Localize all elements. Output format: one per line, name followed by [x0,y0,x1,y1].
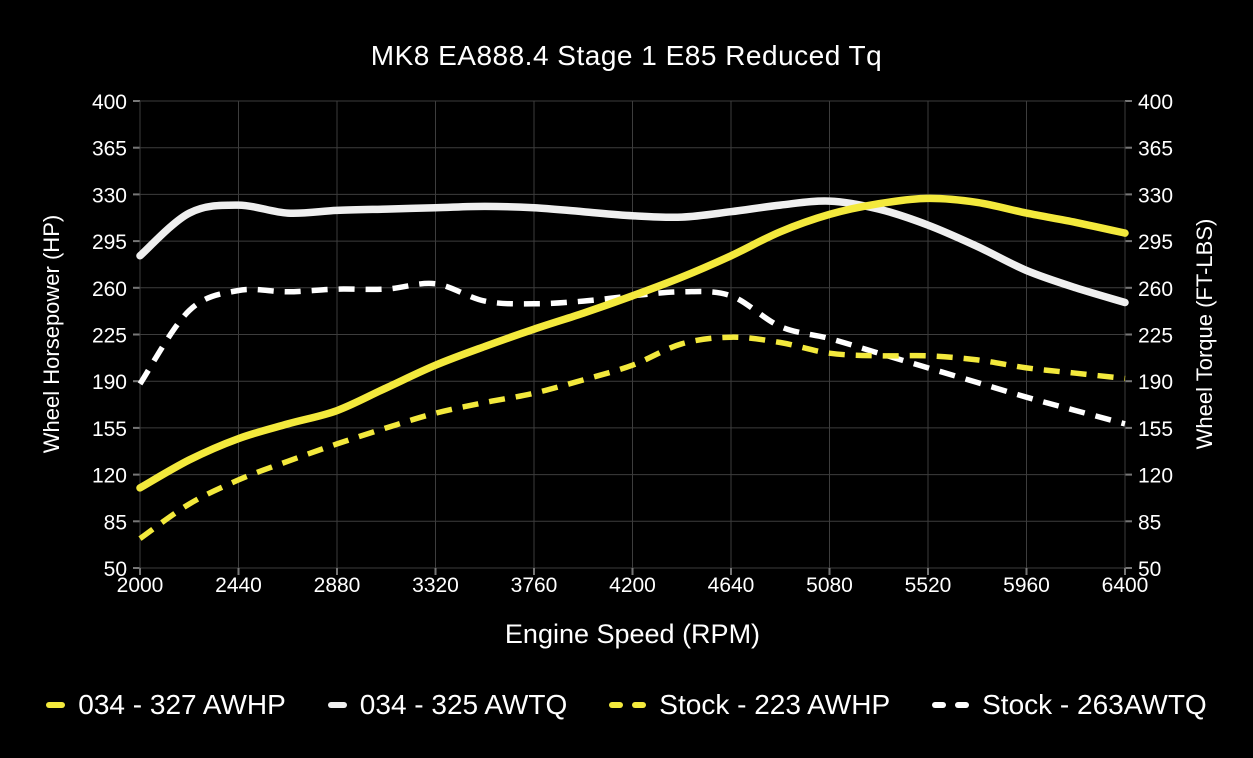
legend-dash [632,702,647,708]
x-tick-label: 5960 [1003,574,1050,597]
y-tick-label-right: 260 [1138,278,1173,301]
y-tick-label-left: 330 [92,184,127,207]
y-tick-label-left: 225 [92,325,127,348]
series-line-034-325-awtq [136,197,1129,307]
y-tick-label-left: 365 [92,138,127,161]
legend-label-stock-awtq: Stock - 263AWTQ [982,689,1207,720]
y-tick-label-right: 190 [1138,371,1173,394]
y-tick-label-left: 155 [92,418,127,441]
legend-dash [609,702,624,708]
y-tick-label-left: 120 [92,465,127,488]
x-tick-label: 5520 [905,574,952,597]
series-line-stock-223-awhp [138,334,1126,541]
x-tick-label: 4640 [708,574,755,597]
y-tick-label-right: 225 [1138,325,1173,348]
y-tick-label-right: 330 [1138,184,1173,207]
y-tick-label-right: 120 [1138,465,1173,488]
x-tick-label: 2880 [314,574,361,597]
y-axis-title-torque: Wheel Torque (FT-LBS) [1192,218,1217,450]
y-tick-label-left: 400 [92,91,127,114]
y-tick-label-right: 85 [1138,511,1161,534]
x-axis-title-rpm: Engine Speed (RPM) [504,619,761,649]
legend-marker-solid-white-line [327,702,347,708]
legend-label-stock-awhp: Stock - 223 AWHP [659,689,891,720]
chart-title: MK8 EA888.4 Stage 1 E85 Reduced Tq [370,40,883,71]
y-tick-label-left: 190 [92,371,127,394]
y-tick-label-left: 260 [92,278,127,301]
x-tick-label: 6400 [1102,574,1149,597]
legend-marker-dashed-yellow-line [609,702,647,708]
x-tick-label: 5080 [806,574,853,597]
y-tick-label-right: 50 [1138,558,1161,581]
series-line-034-327-awhp [136,194,1129,492]
y-tick-label-right: 155 [1138,418,1173,441]
x-tick-label: 2000 [117,574,164,597]
legend-dash [46,702,66,708]
legend-item-stock-awtq: Stock - 263AWTQ [932,689,1207,721]
y-tick-label-right: 295 [1138,231,1173,254]
legend-dash [327,702,347,708]
y-tick-label-left: 50 [104,558,127,581]
legend-dash [955,702,970,708]
legend-item-stock-awhp: Stock - 223 AWHP [609,689,890,721]
legend-dash [932,702,947,708]
legend-label-034-awhp: 034 - 327 AWHP [78,689,286,720]
y-tick-label-right: 400 [1138,91,1173,114]
legend-label-034-awtq: 034 - 325 AWTQ [359,689,568,720]
legend: 034 - 327 AWHP 034 - 325 AWTQ Stock - 22… [0,689,1253,721]
legend-item-034-awhp: 034 - 327 AWHP [46,689,286,721]
x-tick-label: 2440 [215,574,262,597]
y-axis-title-horsepower: Wheel Horsepower (HP) [39,214,64,454]
legend-marker-dashed-white-line [932,702,970,708]
x-tick-label: 3760 [511,574,558,597]
legend-marker-solid-yellow-line [46,702,66,708]
y-tick-label-left: 85 [104,511,127,534]
x-tick-label: 4200 [609,574,656,597]
x-tick-label: 3320 [412,574,459,597]
y-tick-label-left: 295 [92,231,127,254]
y-tick-label-right: 365 [1138,138,1173,161]
legend-item-034-awtq: 034 - 325 AWTQ [327,689,568,721]
